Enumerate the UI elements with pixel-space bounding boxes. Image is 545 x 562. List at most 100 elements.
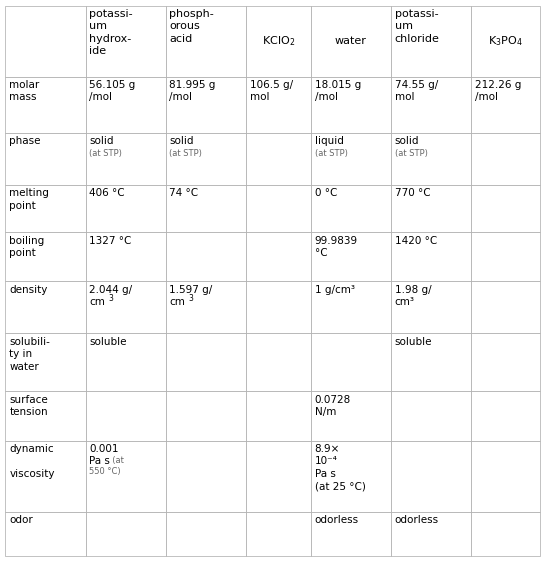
Bar <box>311 441 391 511</box>
Text: solubili-
ty in
water: solubili- ty in water <box>9 337 50 371</box>
Text: KClO$_2$: KClO$_2$ <box>262 34 295 48</box>
Bar <box>5 232 86 282</box>
Bar <box>86 76 166 133</box>
Bar <box>391 333 471 391</box>
Text: surface
tension: surface tension <box>9 395 48 417</box>
Text: (at STP): (at STP) <box>395 149 428 158</box>
Text: 56.105 g
/mol: 56.105 g /mol <box>89 80 136 102</box>
Bar <box>166 441 246 511</box>
Text: cm: cm <box>89 297 105 307</box>
Text: odor: odor <box>9 515 33 525</box>
Bar <box>311 185 391 232</box>
Text: solid: solid <box>89 137 114 146</box>
Text: 99.9839
°C: 99.9839 °C <box>314 235 358 258</box>
Text: 74.55 g/
mol: 74.55 g/ mol <box>395 80 438 102</box>
Bar <box>166 511 246 556</box>
Bar <box>5 333 86 391</box>
Bar <box>86 185 166 232</box>
Text: phosph-
orous
acid: phosph- orous acid <box>169 9 214 44</box>
Text: 212.26 g
/mol: 212.26 g /mol <box>475 80 521 102</box>
Text: liquid: liquid <box>314 137 343 146</box>
Bar <box>86 232 166 282</box>
Text: water: water <box>335 36 367 46</box>
Bar <box>166 76 246 133</box>
Text: 81.995 g
/mol: 81.995 g /mol <box>169 80 216 102</box>
Text: Pa s: Pa s <box>89 456 110 466</box>
Text: 1.597 g/: 1.597 g/ <box>169 285 213 294</box>
Bar <box>246 391 311 441</box>
Bar <box>86 282 166 333</box>
Bar <box>166 333 246 391</box>
Bar <box>471 391 540 441</box>
Text: solid: solid <box>395 137 419 146</box>
Bar <box>5 185 86 232</box>
Bar <box>246 511 311 556</box>
Text: density: density <box>9 285 47 294</box>
Text: (at STP): (at STP) <box>89 149 122 158</box>
Bar <box>246 441 311 511</box>
Text: 0 °C: 0 °C <box>314 188 337 198</box>
Bar <box>311 391 391 441</box>
Bar <box>5 391 86 441</box>
Text: 74 °C: 74 °C <box>169 188 198 198</box>
Bar <box>471 76 540 133</box>
Text: K$_3$PO$_4$: K$_3$PO$_4$ <box>488 34 523 48</box>
Bar <box>5 441 86 511</box>
Bar <box>5 76 86 133</box>
Bar <box>86 333 166 391</box>
Bar <box>246 76 311 133</box>
Bar <box>5 282 86 333</box>
Text: 1420 °C: 1420 °C <box>395 235 437 246</box>
Bar <box>246 333 311 391</box>
Bar <box>391 282 471 333</box>
Bar <box>391 133 471 185</box>
Text: 8.9×
10⁻⁴
Pa s
(at 25 °C): 8.9× 10⁻⁴ Pa s (at 25 °C) <box>314 444 366 491</box>
Bar <box>5 511 86 556</box>
Text: 1 g/cm³: 1 g/cm³ <box>314 285 355 294</box>
Bar <box>246 133 311 185</box>
Bar <box>471 511 540 556</box>
Text: 1327 °C: 1327 °C <box>89 235 132 246</box>
Bar <box>471 282 540 333</box>
Text: soluble: soluble <box>395 337 432 347</box>
Text: phase: phase <box>9 137 41 146</box>
Bar <box>391 232 471 282</box>
Bar <box>166 232 246 282</box>
Text: boiling
point: boiling point <box>9 235 45 258</box>
Bar <box>166 391 246 441</box>
Bar <box>246 6 311 76</box>
Text: (at: (at <box>107 456 124 465</box>
Bar <box>391 391 471 441</box>
Bar <box>246 185 311 232</box>
Bar <box>86 133 166 185</box>
Bar <box>246 282 311 333</box>
Text: 770 °C: 770 °C <box>395 188 431 198</box>
Bar <box>471 333 540 391</box>
Bar <box>166 185 246 232</box>
Text: solid: solid <box>169 137 194 146</box>
Bar <box>5 133 86 185</box>
Text: 18.015 g
/mol: 18.015 g /mol <box>314 80 361 102</box>
Text: potassi-
um
chloride: potassi- um chloride <box>395 9 440 44</box>
Text: odorless: odorless <box>395 515 439 525</box>
Bar <box>391 441 471 511</box>
Text: melting
point: melting point <box>9 188 49 211</box>
Text: 1.98 g/
cm³: 1.98 g/ cm³ <box>395 285 432 307</box>
Bar <box>86 511 166 556</box>
Text: (at STP): (at STP) <box>169 149 202 158</box>
Bar <box>86 391 166 441</box>
Bar <box>311 511 391 556</box>
Text: (at STP): (at STP) <box>314 149 348 158</box>
Bar <box>86 441 166 511</box>
Bar <box>391 6 471 76</box>
Bar <box>391 185 471 232</box>
Bar <box>166 133 246 185</box>
Bar <box>5 6 86 76</box>
Text: 0.001: 0.001 <box>89 444 119 454</box>
Bar <box>391 511 471 556</box>
Text: 2.044 g/: 2.044 g/ <box>89 285 132 294</box>
Bar <box>471 232 540 282</box>
Text: soluble: soluble <box>89 337 127 347</box>
Text: 550 °C): 550 °C) <box>89 467 121 476</box>
Text: molar
mass: molar mass <box>9 80 40 102</box>
